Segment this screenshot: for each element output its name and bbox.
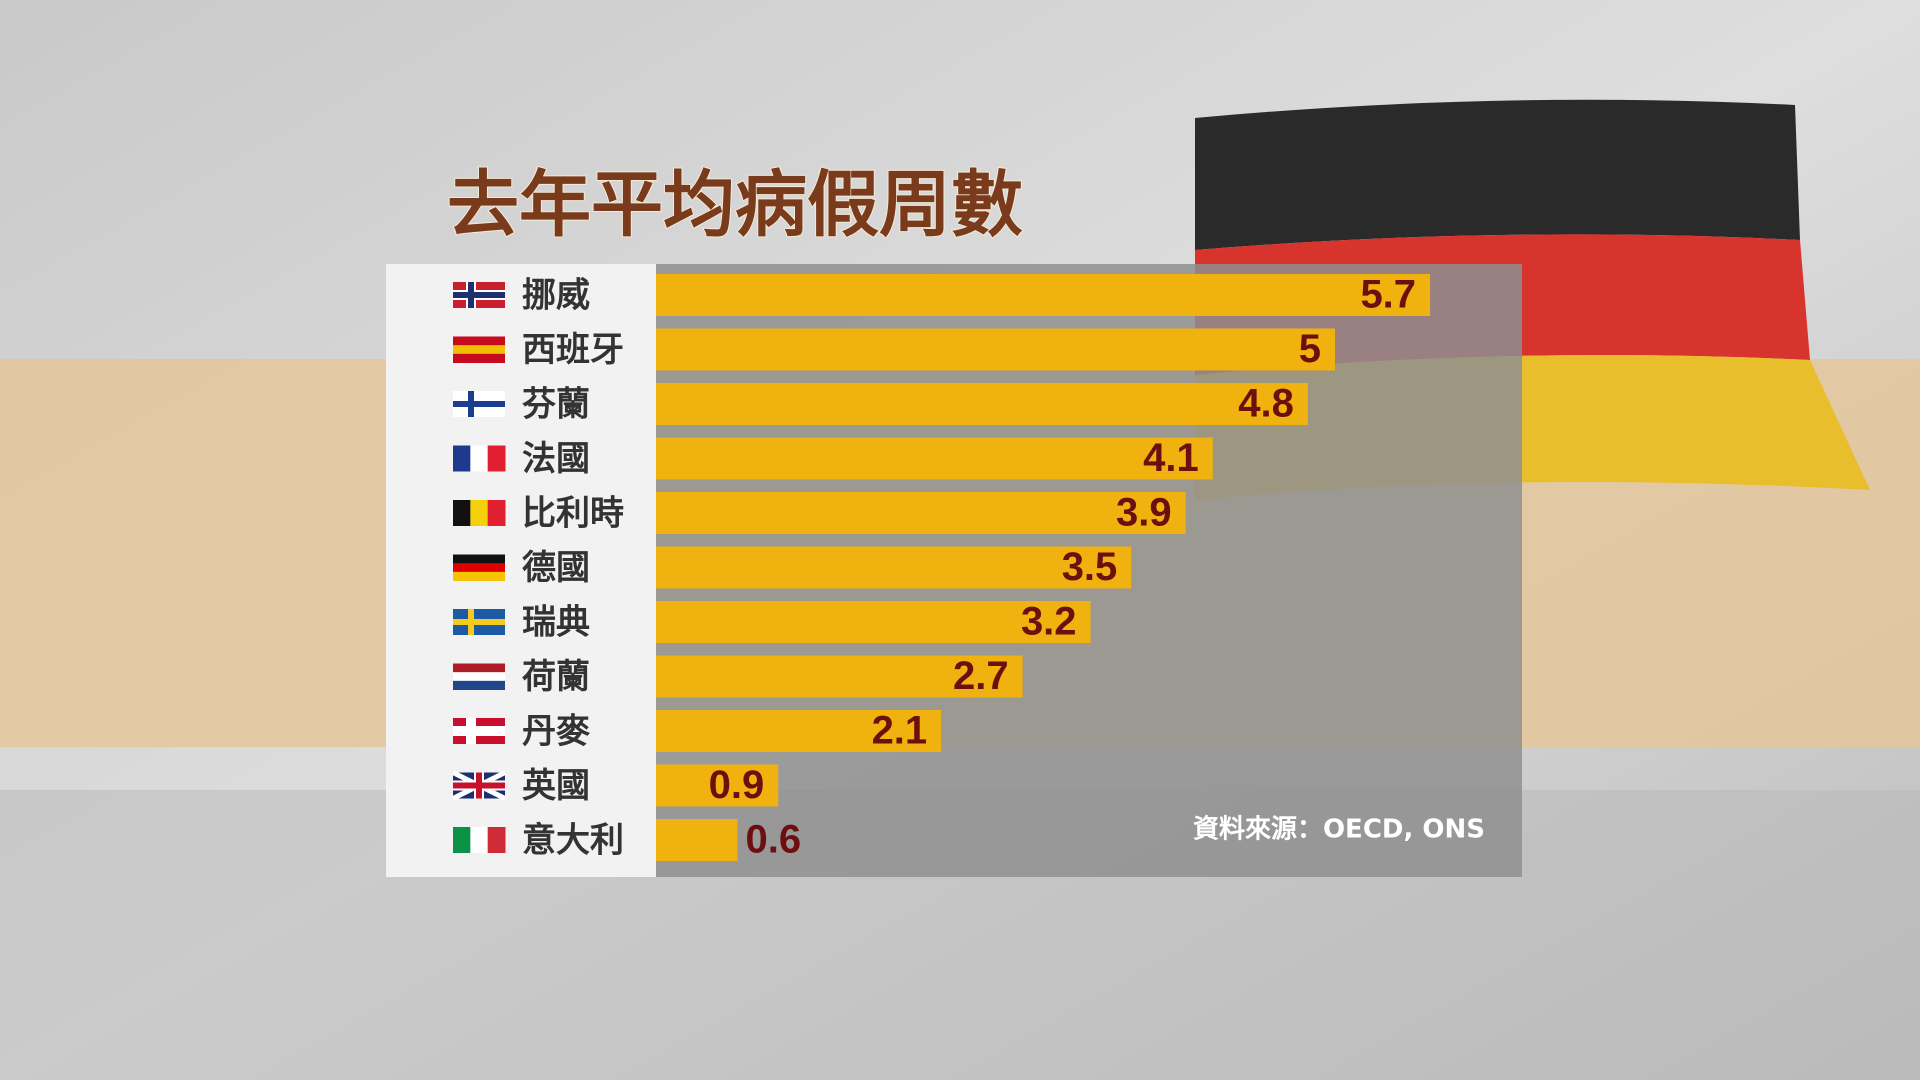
bar <box>656 764 779 807</box>
flag-part <box>470 500 489 526</box>
category-label: 荷蘭 <box>522 657 590 697</box>
value-label: 3.2 <box>1021 600 1077 644</box>
category-label: 德國 <box>522 548 590 588</box>
bar <box>656 710 942 752</box>
value-label: 5 <box>1299 327 1321 371</box>
flag-icon <box>451 770 507 801</box>
bar <box>656 274 1431 316</box>
bar <box>656 328 1335 371</box>
flag-part <box>453 571 505 581</box>
category-label: 芬蘭 <box>522 385 590 425</box>
flag-part <box>470 445 489 472</box>
flag-part <box>453 728 505 734</box>
bar <box>656 655 1023 698</box>
chart-title: 去年平均病假周數 <box>447 163 1023 247</box>
value-label: 0.6 <box>745 818 801 862</box>
label-column <box>386 264 656 877</box>
value-label: 4.8 <box>1238 382 1294 426</box>
bar <box>656 601 1091 643</box>
category-label: 英國 <box>522 766 590 806</box>
flag-part <box>453 827 471 853</box>
value-label: 2.7 <box>953 654 1009 698</box>
flag-part <box>453 663 505 673</box>
flag-part <box>487 500 506 526</box>
category-label: 挪威 <box>522 276 590 316</box>
flag-part <box>453 619 505 625</box>
value-label: 3.9 <box>1116 491 1172 535</box>
flag-part <box>470 827 489 853</box>
flag-icon <box>453 336 505 363</box>
flag-icon <box>453 663 505 690</box>
flag-part <box>453 554 505 564</box>
flag-part <box>453 445 471 472</box>
bar <box>656 383 1308 425</box>
flag-icon <box>453 554 505 581</box>
flag-part <box>453 401 505 407</box>
flag-part <box>453 353 505 363</box>
flag-icon <box>453 827 506 853</box>
category-label: 法國 <box>522 439 590 479</box>
category-label: 丹麥 <box>522 712 591 752</box>
flag-icon <box>453 718 505 744</box>
flag-icon <box>453 391 505 417</box>
category-label: 瑞典 <box>522 603 590 643</box>
value-label: 4.1 <box>1143 436 1199 480</box>
source-note: 資料來源：OECD, ONS <box>1193 815 1485 845</box>
flag-part <box>453 345 505 355</box>
flag-part <box>453 672 505 682</box>
value-label: 3.5 <box>1062 545 1118 589</box>
flag-icon <box>453 500 506 526</box>
flag-part <box>453 680 505 690</box>
flag-part <box>453 336 505 346</box>
flag-part <box>453 292 505 298</box>
bar <box>656 819 738 861</box>
bar <box>656 437 1213 480</box>
category-label: 西班牙 <box>522 330 624 370</box>
flag-part <box>453 563 505 573</box>
value-label: 5.7 <box>1360 273 1416 317</box>
flag-part <box>453 500 471 526</box>
category-label: 比利時 <box>522 494 624 534</box>
bars: 挪威 5.7 西班牙 5 芬蘭 4.8 法國 4.1 比利時 3.9 德國 3.5 瑞典 3.2 荷蘭 2.7… <box>451 273 1431 862</box>
bar <box>656 546 1132 589</box>
value-label: 0.9 <box>709 763 765 807</box>
value-label: 2.1 <box>872 709 928 753</box>
flag-part <box>487 445 506 472</box>
flag-icon <box>453 282 505 308</box>
flag-part <box>453 782 505 789</box>
flag-icon <box>453 609 505 635</box>
flag-part <box>487 827 506 853</box>
flag-icon <box>453 445 506 472</box>
category-label: 意大利 <box>522 821 624 861</box>
bar <box>656 492 1186 534</box>
